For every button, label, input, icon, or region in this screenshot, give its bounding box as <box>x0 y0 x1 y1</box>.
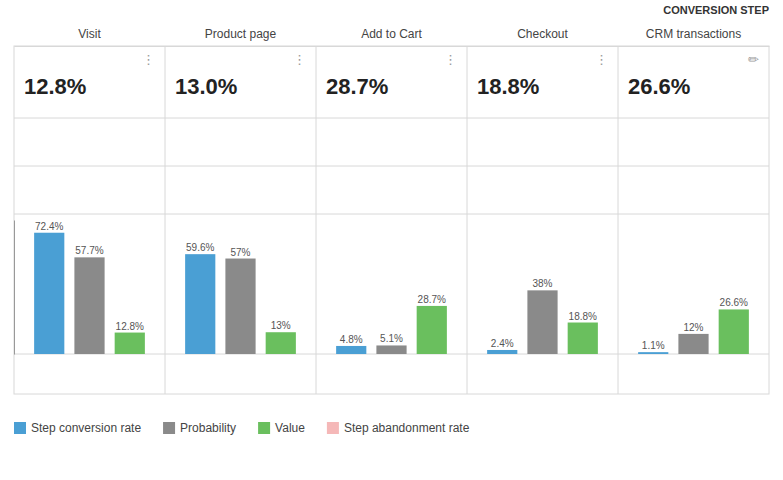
y-axis <box>14 221 15 355</box>
header-value: 12.8% <box>24 74 86 99</box>
x-axis: Visit Product page Add to Cart Checkout CRM … <box>15 27 770 47</box>
data-label: 18.8% <box>569 311 597 322</box>
bar <box>638 352 668 354</box>
y-axis-line <box>14 221 15 355</box>
x-tick-label: Add to Cart <box>361 27 422 41</box>
chart: CONVERSION STEP Visit Product page Add to C… <box>0 0 783 480</box>
legend-swatch <box>163 422 175 434</box>
bar <box>376 345 406 354</box>
bar <box>527 290 557 354</box>
header-icon: ⋮ <box>444 52 457 67</box>
header-icon: ⋮ <box>595 52 608 67</box>
header-icon: ⋮ <box>142 52 155 67</box>
x-axis-line <box>15 46 770 47</box>
data-label: 12% <box>683 322 703 333</box>
legend: Step conversion rate Probability Value Step… <box>14 421 470 435</box>
x-tick-label: CRM transactions <box>646 27 741 41</box>
header-value: 18.8% <box>477 74 539 99</box>
x-tick: Checkout <box>517 27 568 46</box>
data-label: 13% <box>271 320 291 331</box>
bars <box>34 233 749 354</box>
data-label: 12.8% <box>116 321 144 332</box>
bar <box>678 334 708 354</box>
legend-label: Probability <box>180 421 236 435</box>
row-divider <box>14 118 769 119</box>
header-icon: ✏ <box>748 52 759 67</box>
data-labels: 72.4% 59.6% 4.8% 2.4% 1.1% 57.7% 57% 5.1% 38% 12%… <box>35 221 748 351</box>
bar <box>719 309 749 354</box>
data-label: 26.6% <box>720 297 748 308</box>
data-label: 4.8% <box>340 334 363 345</box>
legend-item: Step abandonment rate <box>327 421 470 435</box>
legend-item: Value <box>258 421 305 435</box>
bar <box>487 350 517 354</box>
data-label: 72.4% <box>35 221 63 232</box>
legend-label: Step conversion rate <box>31 421 141 435</box>
x-tick-label: Checkout <box>517 27 568 41</box>
legend-item: Probability <box>163 421 236 435</box>
bar <box>225 259 255 354</box>
bar <box>266 332 296 354</box>
row-divider <box>14 166 769 167</box>
bar <box>417 306 447 354</box>
header-value: 28.7% <box>326 74 388 99</box>
data-label: 1.1% <box>642 340 665 351</box>
bar <box>568 323 598 354</box>
x-tick: CRM transactions <box>646 27 741 46</box>
header-value: 26.6% <box>628 74 690 99</box>
bar <box>185 254 215 354</box>
data-label: 28.7% <box>418 294 446 305</box>
data-label: 59.6% <box>186 242 214 253</box>
data-label: 2.4% <box>491 338 514 349</box>
subtitle: CONVERSION STEP <box>663 4 769 16</box>
legend-swatch <box>14 422 26 434</box>
column-divider <box>165 46 166 394</box>
table-grid <box>14 46 769 394</box>
row-divider <box>14 214 769 215</box>
data-label: 57% <box>230 247 250 258</box>
x-tick-label: Visit <box>78 27 101 41</box>
header-value: 13.0% <box>175 74 237 99</box>
bar <box>34 233 64 354</box>
data-label: 38% <box>532 278 552 289</box>
x-tick: Product page <box>205 27 277 46</box>
column-divider <box>618 46 619 394</box>
table-border <box>14 46 769 394</box>
column-divider <box>467 46 468 394</box>
data-label: 57.7% <box>75 245 103 256</box>
bar <box>115 333 145 354</box>
legend-item: Step conversion rate <box>14 421 141 435</box>
header-icon: ⋮ <box>293 52 306 67</box>
x-tick: Visit <box>78 27 101 46</box>
data-label: 5.1% <box>380 333 403 344</box>
bar <box>336 346 366 354</box>
x-tick-label: Product page <box>205 27 277 41</box>
column-divider <box>316 46 317 394</box>
x-tick: Add to Cart <box>361 27 422 46</box>
bar <box>74 257 104 354</box>
legend-label: Value <box>275 421 305 435</box>
legend-label: Step abandonment rate <box>344 421 470 435</box>
legend-swatch <box>258 422 270 434</box>
legend-swatch <box>327 422 339 434</box>
